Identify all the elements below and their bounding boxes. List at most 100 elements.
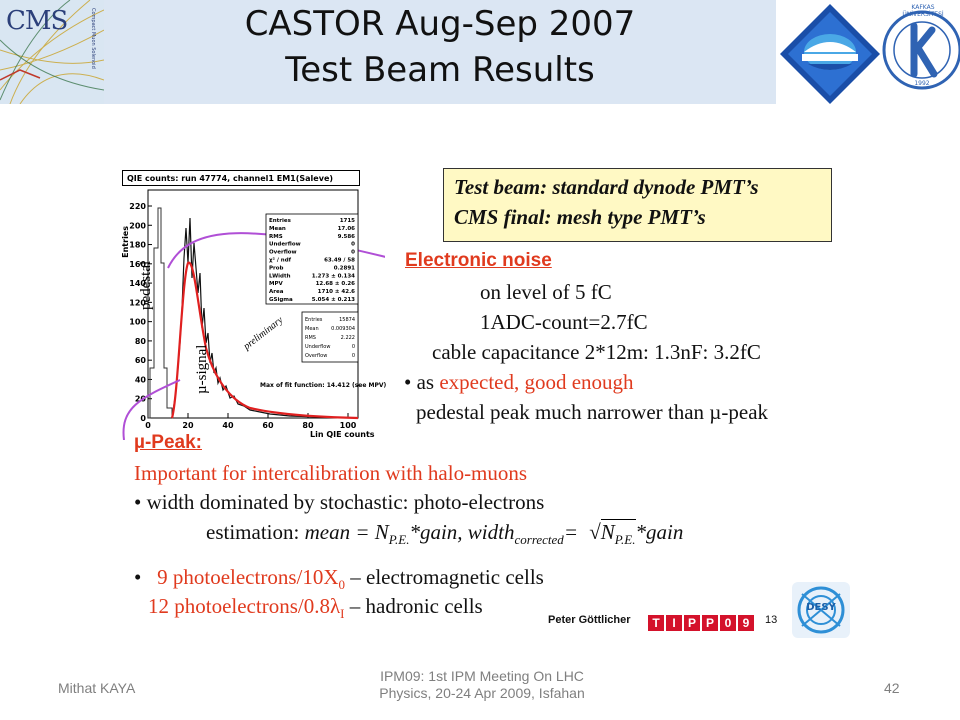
- stats-ped-key: Underflow: [305, 344, 330, 350]
- x-tick-label: 0: [145, 421, 151, 430]
- stats-main-key: Area: [269, 289, 284, 295]
- est-formula4: *gain: [635, 520, 684, 544]
- footer-event-line1: IPM09: 1st IPM Meeting On LHC: [380, 668, 584, 684]
- pmt-info-box: Test beam: standard dynode PMT’s CMS fin…: [443, 168, 832, 242]
- pedestal-label: pedestal: [138, 260, 154, 310]
- slide-title-line1: CASTOR Aug-Sep 2007: [244, 4, 636, 44]
- stats-main-key: Prob: [269, 265, 284, 271]
- desy-logo-graphic: [792, 582, 850, 638]
- stats-ped-value: 0.009304: [331, 326, 355, 332]
- stats-ped-key: RMS: [305, 335, 316, 341]
- noise-line3: cable capacitance 2*12m: 1.3nF: 3.2fC: [432, 340, 761, 364]
- stats-main-value: 17.06: [338, 226, 356, 232]
- credit-page: 13: [765, 614, 778, 626]
- x-tick-label: 60: [262, 421, 274, 430]
- y-tick-label: 40: [135, 375, 147, 384]
- qie-histogram-plot: 220 200 180 160 140 120 100 80 60 40 20 0 0 20 40 60 80…: [120, 168, 399, 441]
- stats-main-value: 1710 ± 42.6: [318, 289, 355, 295]
- mu-peak-heading: µ-Peak:: [134, 432, 202, 453]
- stats-main-value: 0.2891: [334, 265, 355, 271]
- est-sub3: P.E.: [614, 532, 636, 548]
- x-tick-label: 40: [222, 421, 234, 430]
- x-tick-label: 100: [340, 421, 357, 430]
- est-sub2: corrected: [514, 532, 564, 548]
- title-band: [104, 0, 776, 104]
- diamond-logo-graphic: [780, 4, 880, 104]
- pedestal-histogram: [148, 207, 173, 419]
- tipp-letter: P: [684, 615, 700, 631]
- stats-main-key: Overflow: [269, 250, 297, 256]
- y-tick-label: 180: [129, 241, 146, 250]
- kafkas-university-logo: KAFKAS ÜNİVERSİTESİ 1992: [880, 0, 960, 104]
- cms-logo: CMS Compact Muon Solenoid: [0, 0, 104, 104]
- tipp-letter: T: [648, 615, 664, 631]
- stats-main-value: 0: [351, 250, 355, 256]
- slide-title-line2: Test Beam Results: [285, 50, 595, 90]
- mu-peak-estimation: estimation: mean = NP.E.*gain, widthcorr…: [206, 519, 684, 548]
- stats-main-key: χ² / ndf: [269, 257, 292, 264]
- desy-logo: DESY: [792, 582, 850, 638]
- noise-bullet-prefix: • as: [404, 370, 440, 394]
- footer-event-line2: Physics, 20-24 Apr 2009, Isfahan: [379, 685, 585, 701]
- stats-ped-value: 0: [352, 353, 355, 359]
- credit-author: Peter Göttlicher: [548, 614, 631, 626]
- y-tick-label: 80: [135, 337, 147, 346]
- stats-main-key: Mean: [269, 226, 286, 232]
- noise-line5: pedestal peak much narrower than µ-peak: [416, 400, 769, 424]
- stats-main-value: 1.273 ± 0.134: [312, 273, 355, 279]
- bullet3-red: 9 photoelectrons/10X: [157, 565, 339, 589]
- noise-line1: on level of 5 fC: [480, 280, 612, 304]
- x-tick-label: 80: [302, 421, 314, 430]
- stats-main-key: LWidth: [269, 273, 291, 279]
- stats-ped-value: 15874: [339, 317, 355, 323]
- y-tick-label: 200: [129, 221, 146, 230]
- footer-page-number: 42: [884, 680, 900, 696]
- tipp-letter: I: [666, 615, 682, 631]
- noise-heading: Electronic noise: [405, 250, 552, 271]
- line4-sub: I: [340, 606, 345, 622]
- x-tick-label: 20: [182, 421, 194, 430]
- stats-main-value: 63.49 / 58: [324, 258, 355, 264]
- diamond-logo: [778, 2, 882, 106]
- y-tick-label: 140: [129, 279, 146, 288]
- tipp-letter: P: [702, 615, 718, 631]
- stats-main-key: MPV: [269, 281, 284, 287]
- y-axis-label: Entries: [121, 226, 130, 258]
- est-formula2: *gain, width: [409, 520, 515, 544]
- stats-ped-value: 2.222: [341, 335, 355, 341]
- est-formula1: mean = N: [304, 520, 389, 544]
- bullet3-rest: – electromagnetic cells: [345, 565, 544, 589]
- est-sub1: P.E.: [388, 532, 410, 548]
- cms-logo-text: CMS: [6, 6, 68, 36]
- est-sqrt: N: [600, 520, 615, 544]
- stats-main-value: 0: [351, 242, 355, 248]
- footer-author: Mithat KAYA: [58, 680, 136, 696]
- stats-main-key: Entries: [269, 218, 292, 224]
- est-formula3: =: [563, 520, 578, 544]
- bullet3-sub: 0: [338, 577, 346, 593]
- est-prefix: estimation:: [206, 520, 305, 544]
- noise-bullet: • as expected, good enough: [404, 370, 634, 395]
- desy-logo-text: DESY: [806, 602, 836, 613]
- stats-ped-key: Entries: [305, 317, 323, 323]
- line4-rest: – hadronic cells: [344, 594, 483, 618]
- y-tick-label: 20: [135, 395, 147, 404]
- mu-peak-line4: 12 photoelectrons/0.8λI – hadronic cells: [148, 594, 483, 622]
- pmt-info-line2: CMS final: mesh type PMT’s: [454, 205, 706, 229]
- plot-title: QIE counts: run 47774, channel1 EM1(Sale…: [122, 170, 360, 186]
- stats-main-value: 5.054 ± 0.213: [312, 297, 355, 303]
- stats-ped-key: Mean: [305, 326, 319, 332]
- stats-box-pedestal: [301, 311, 359, 363]
- kafkas-logo-graphic: [882, 10, 960, 90]
- pmt-info-line1: Test beam: standard dynode PMT’s: [454, 175, 759, 199]
- stats-main-key: GSigma: [269, 297, 293, 303]
- stats-ped-value: 0: [352, 344, 355, 350]
- cms-logo-graphic: [0, 0, 104, 104]
- cms-logo-subtext: Compact Muon Solenoid: [90, 8, 96, 69]
- stats-box-main: [265, 213, 359, 305]
- stats-main-value: 9.586: [338, 234, 356, 240]
- fit-curve: [170, 261, 359, 420]
- noise-bullet-red: expected, good enough: [439, 370, 634, 394]
